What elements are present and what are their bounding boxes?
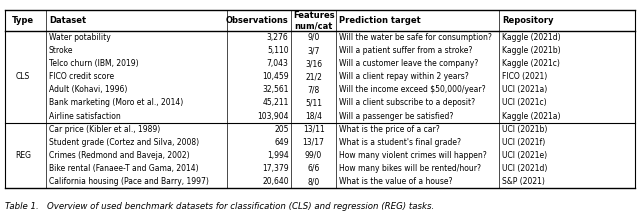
Text: Adult (Kohavi, 1996): Adult (Kohavi, 1996) [49,85,127,94]
Text: How many violent crimes will happen?: How many violent crimes will happen? [339,151,486,160]
Text: 17,379: 17,379 [262,164,289,173]
Text: 8/0: 8/0 [307,177,320,186]
Text: Car price (Kibler et al., 1989): Car price (Kibler et al., 1989) [49,125,160,134]
Text: 3/16: 3/16 [305,59,322,68]
Text: Airline satisfaction: Airline satisfaction [49,112,120,121]
Text: 13/17: 13/17 [303,138,324,147]
Text: 205: 205 [274,125,289,134]
Text: 13/11: 13/11 [303,125,324,134]
Text: Kaggle (2021a): Kaggle (2021a) [502,112,560,121]
Text: Will a passenger be satisfied?: Will a passenger be satisfied? [339,112,453,121]
Text: UCI (2021c): UCI (2021c) [502,98,547,107]
Text: UCI (2021e): UCI (2021e) [502,151,547,160]
Text: California housing (Pace and Barry, 1997): California housing (Pace and Barry, 1997… [49,177,209,186]
Text: What is a student's final grade?: What is a student's final grade? [339,138,461,147]
Text: 6/6: 6/6 [307,164,320,173]
Text: 32,561: 32,561 [262,85,289,94]
Text: 9/0: 9/0 [307,33,320,42]
Text: S&P (2021): S&P (2021) [502,177,545,186]
Text: Will a patient suffer from a stroke?: Will a patient suffer from a stroke? [339,46,472,55]
Text: FICO credit score: FICO credit score [49,72,114,81]
Text: UCI (2021b): UCI (2021b) [502,125,547,134]
Text: What is the price of a car?: What is the price of a car? [339,125,439,134]
Text: UCI (2021f): UCI (2021f) [502,138,545,147]
Text: Table 1.   Overview of used benchmark datasets for classification (CLS) and regr: Table 1. Overview of used benchmark data… [5,202,435,211]
Text: UCI (2021d): UCI (2021d) [502,164,547,173]
Text: 99/0: 99/0 [305,151,322,160]
Text: Will a client subscribe to a deposit?: Will a client subscribe to a deposit? [339,98,475,107]
Text: 21/2: 21/2 [305,72,322,81]
Text: Dataset: Dataset [49,16,86,25]
Text: Type: Type [12,16,34,25]
Text: Will the income exceed $50,000/year?: Will the income exceed $50,000/year? [339,85,485,94]
Text: Will the water be safe for consumption?: Will the water be safe for consumption? [339,33,492,42]
Text: Observations: Observations [226,16,289,25]
Text: Bank marketing (Moro et al., 2014): Bank marketing (Moro et al., 2014) [49,98,183,107]
Text: How many bikes will be rented/hour?: How many bikes will be rented/hour? [339,164,481,173]
Text: 103,904: 103,904 [257,112,289,121]
Text: 18/4: 18/4 [305,112,322,121]
Text: Stroke: Stroke [49,46,73,55]
Text: 10,459: 10,459 [262,72,289,81]
Text: Features
num/cat: Features num/cat [292,11,335,30]
Text: 5,110: 5,110 [267,46,289,55]
Text: Telco churn (IBM, 2019): Telco churn (IBM, 2019) [49,59,138,68]
Text: Kaggle (2021d): Kaggle (2021d) [502,33,561,42]
Text: Kaggle (2021b): Kaggle (2021b) [502,46,561,55]
Text: Will a client repay within 2 years?: Will a client repay within 2 years? [339,72,468,81]
Text: 7/8: 7/8 [307,85,320,94]
Text: 7,043: 7,043 [267,59,289,68]
Text: Student grade (Cortez and Silva, 2008): Student grade (Cortez and Silva, 2008) [49,138,199,147]
Text: Prediction target: Prediction target [339,16,421,25]
Text: Crimes (Redmond and Baveja, 2002): Crimes (Redmond and Baveja, 2002) [49,151,189,160]
Text: 3,276: 3,276 [267,33,289,42]
Text: UCI (2021a): UCI (2021a) [502,85,547,94]
Text: Will a customer leave the company?: Will a customer leave the company? [339,59,478,68]
Text: 649: 649 [274,138,289,147]
Text: Water potability: Water potability [49,33,110,42]
Text: 1,994: 1,994 [267,151,289,160]
Text: 45,211: 45,211 [262,98,289,107]
Text: Kaggle (2021c): Kaggle (2021c) [502,59,559,68]
Text: 20,640: 20,640 [262,177,289,186]
Text: FICO (2021): FICO (2021) [502,72,547,81]
Text: Bike rental (Fanaee-T and Gama, 2014): Bike rental (Fanaee-T and Gama, 2014) [49,164,198,173]
Text: What is the value of a house?: What is the value of a house? [339,177,452,186]
Text: 3/7: 3/7 [307,46,320,55]
Text: Repository: Repository [502,16,554,25]
Text: REG: REG [15,151,31,160]
Text: 5/11: 5/11 [305,98,322,107]
Text: CLS: CLS [16,72,30,81]
